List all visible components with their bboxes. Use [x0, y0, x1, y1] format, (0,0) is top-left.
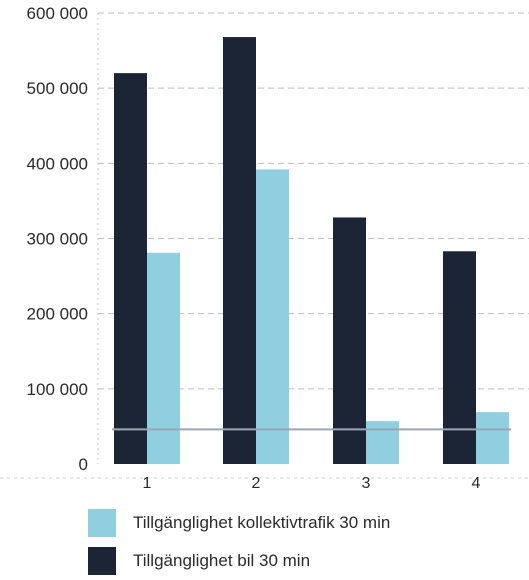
legend-label-bil: Tillgänglighet bil 30 min — [133, 551, 311, 570]
legend-label-kollektivtrafik: Tillgänglighet kollektivtrafik 30 min — [133, 513, 391, 532]
x-tick-label: 4 — [472, 475, 481, 492]
y-tick-label: 500 000 — [27, 79, 88, 98]
x-tick-label: 2 — [252, 475, 261, 492]
y-tick-label: 600 000 — [27, 4, 88, 23]
y-tick-label: 100 000 — [27, 380, 88, 399]
legend-swatch-kollektivtrafik — [88, 509, 116, 537]
bar-bil — [114, 73, 147, 464]
bar-kollektivtrafik — [366, 421, 399, 464]
y-axis-tick-labels: 0 100 000 200 000 300 000 400 000 500 000 600 … — [27, 4, 88, 474]
bar-chart: 0 100 000 200 000 300 000 400 000 500 000 600 … — [0, 4, 529, 492]
bars — [114, 37, 509, 464]
x-axis-category-labels: 1 2 3 4 — [143, 475, 481, 492]
legend-item-kollektivtrafik: Tillgänglighet kollektivtrafik 30 min — [88, 504, 390, 542]
bar-kollektivtrafik — [147, 252, 180, 464]
y-tick-label: 200 000 — [27, 305, 88, 324]
bar-kollektivtrafik — [476, 412, 509, 464]
bar-bil — [333, 217, 366, 464]
y-tick-label: 400 000 — [27, 154, 88, 173]
y-tick-label: 0 — [79, 455, 88, 474]
legend-swatch-bil — [88, 547, 116, 575]
y-tick-label: 300 000 — [27, 230, 88, 249]
legend-item-bil: Tillgänglighet bil 30 min — [88, 542, 390, 580]
bar-bil — [223, 37, 256, 464]
bar-bil — [443, 251, 476, 464]
bar-kollektivtrafik — [256, 169, 289, 464]
x-tick-label: 1 — [143, 475, 152, 492]
x-tick-label: 3 — [362, 475, 371, 492]
legend: Tillgänglighet kollektivtrafik 30 min Ti… — [88, 504, 390, 580]
